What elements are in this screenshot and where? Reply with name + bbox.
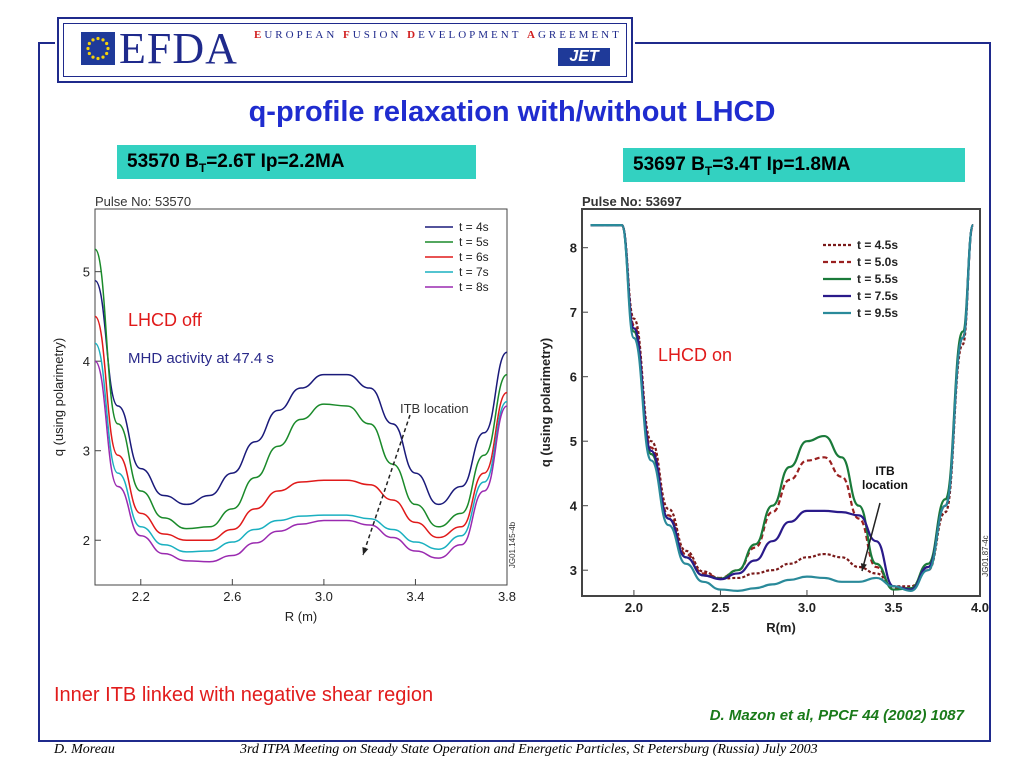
legend-label: t = 4s <box>459 220 489 234</box>
y-tick-label: 6 <box>570 370 577 385</box>
x-tick-label: 3.4 <box>406 589 424 604</box>
right-shot-label: 53697 BT=3.4T Ip=1.8MA <box>623 148 965 182</box>
legend-label: t = 5.0s <box>857 255 898 269</box>
annotation-text: location <box>862 478 908 492</box>
y-tick-label: 4 <box>83 354 90 369</box>
series-line <box>94 315 508 541</box>
legend-label: t = 7.5s <box>857 289 898 303</box>
plot-area <box>94 208 508 586</box>
y-tick-label: 5 <box>83 265 90 280</box>
reference-citation: D. Mazon et al, PPCF 44 (2002) 1087 <box>709 707 964 724</box>
figure-id-label: JG01.145-4b <box>508 521 517 568</box>
series-line <box>94 248 508 530</box>
eu-star <box>91 55 95 59</box>
x-tick-label: 2.2 <box>132 589 150 604</box>
x-axis-label: R (m) <box>285 609 318 624</box>
x-tick-label: 2.6 <box>223 589 241 604</box>
slide-title: q-profile relaxation with/without LHCD <box>248 96 776 128</box>
x-tick-label: 4.0 <box>971 600 989 615</box>
eu-star <box>106 46 110 51</box>
itb-arrowhead <box>860 563 867 571</box>
left-q-profile-chart: Pulse No: 53570 2.2 2.6 3.0 3.4 3.8 2 3 4 5 R (m) q… <box>51 194 517 624</box>
x-tick-label: 2.0 <box>625 600 643 615</box>
y-tick-label: 3 <box>83 444 90 459</box>
y-axis-label: q (using polarimetry) <box>540 338 553 467</box>
legend-label: t = 6s <box>459 250 489 264</box>
left-shot-label: 53570 BT=2.6T Ip=2.2MA <box>117 145 476 179</box>
eu-star <box>101 38 105 42</box>
efda-logo-text: EFDA <box>119 24 238 73</box>
x-tick-label: 3.5 <box>884 600 902 615</box>
itb-arrow <box>362 414 411 556</box>
legend-label: t = 8s <box>459 280 489 294</box>
eu-star <box>101 55 105 59</box>
y-tick-label: 8 <box>570 241 577 256</box>
tagline-word: DEVELOPMENT <box>407 29 527 41</box>
y-tick-label: 7 <box>570 305 577 320</box>
annotation-text: LHCD on <box>658 345 732 365</box>
caption-inner-itb: Inner ITB linked with negative shear reg… <box>54 684 434 706</box>
chart-title: Pulse No: 53697 <box>582 194 682 209</box>
x-tick-label: 3.0 <box>798 600 816 615</box>
efda-logo-banner: EFDA EUROPEAN FUSION DEVELOPMENT AGREEME… <box>57 17 633 83</box>
eu-star <box>86 46 90 51</box>
eu-star <box>91 38 95 42</box>
eu-star <box>87 51 91 56</box>
jet-logo: JET <box>558 48 610 66</box>
annotation-text: LHCD off <box>128 310 203 330</box>
chart-title: Pulse No: 53570 <box>95 194 191 209</box>
x-tick-label: 3.0 <box>315 589 333 604</box>
efda-tagline: EUROPEAN FUSION DEVELOPMENT AGREEMENT <box>254 29 622 41</box>
series-line <box>590 224 975 592</box>
eu-star <box>87 41 91 46</box>
tagline-word: FUSION <box>343 29 408 41</box>
y-tick-label: 4 <box>570 499 578 514</box>
legend-label: t = 4.5s <box>857 238 898 252</box>
logo-inner-border <box>63 23 627 77</box>
series-line <box>590 224 975 591</box>
eu-star <box>105 51 109 56</box>
y-tick-label: 3 <box>570 563 577 578</box>
x-axis-label: R(m) <box>766 620 796 635</box>
legend-label: t = 9.5s <box>857 306 898 320</box>
legend-label: t = 5.5s <box>857 272 898 286</box>
series-line <box>94 360 508 563</box>
eu-star <box>105 41 109 46</box>
legend-label: t = 7s <box>459 265 489 279</box>
footer-author: D. Moreau <box>54 742 115 757</box>
eu-flag-icon <box>81 32 115 65</box>
eu-star <box>96 36 100 41</box>
tagline-word: AGREEMENT <box>527 29 622 41</box>
itb-arrow <box>861 502 881 572</box>
right-q-profile-chart: Pulse No: 53697 2.0 2.5 3.0 3.5 4.0 3 4 5 6 7 8 R(m)… <box>540 194 990 635</box>
legend-label: t = 5s <box>459 235 489 249</box>
series-line <box>94 342 508 553</box>
annotation-text: ITB location <box>400 401 469 416</box>
eu-star <box>96 56 100 61</box>
tagline-word: EUROPEAN <box>254 29 344 41</box>
x-tick-label: 2.5 <box>711 600 729 615</box>
figure-id-label: JG01.87-4c <box>981 535 990 576</box>
annotation-text: MHD activity at 47.4 s <box>128 350 274 367</box>
series-line <box>94 279 508 506</box>
y-tick-label: 5 <box>570 434 577 449</box>
itb-arrowhead <box>362 547 369 555</box>
y-tick-label: 2 <box>83 533 90 548</box>
y-axis-label: q (using polarimetry) <box>51 338 66 457</box>
x-tick-label: 3.8 <box>498 589 516 604</box>
footer-meeting: 3rd ITPA Meeting on Steady State Operati… <box>240 742 818 757</box>
annotation-text: ITB <box>875 464 895 478</box>
